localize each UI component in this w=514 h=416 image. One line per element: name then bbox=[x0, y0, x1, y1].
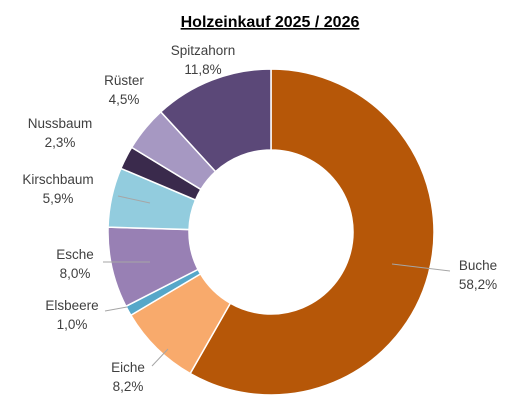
slice-value-label-elsbeere: 1,0% bbox=[57, 317, 88, 332]
slice-value-label-buche: 58,2% bbox=[459, 277, 497, 292]
slice-name-label-nussbaum: Nussbaum bbox=[28, 116, 93, 131]
slice-name-label-kirschbaum: Kirschbaum bbox=[22, 172, 93, 187]
slice-buche bbox=[189, 68, 435, 396]
leader-line-elsbeere bbox=[104, 306, 128, 312]
slice-value-label-kirschbaum: 5,9% bbox=[43, 191, 74, 206]
slice-spitzahorn bbox=[159, 68, 272, 173]
leader-line-eiche bbox=[151, 348, 169, 367]
slice-value-label-ruester: 4,5% bbox=[109, 92, 140, 107]
slice-name-label-spitzahorn: Spitzahorn bbox=[171, 43, 236, 58]
slice-name-label-esche: Esche bbox=[56, 247, 94, 262]
slice-value-label-spitzahorn: 11,8% bbox=[184, 62, 221, 77]
chart-title: Holzeinkauf 2025 / 2026 bbox=[181, 14, 360, 31]
slice-name-label-ruester: Rüster bbox=[104, 73, 144, 88]
slice-name-label-elsbeere: Elsbeere bbox=[45, 298, 98, 313]
slice-name-label-eiche: Eiche bbox=[111, 360, 145, 375]
slices-layer bbox=[107, 68, 435, 396]
slice-value-label-nussbaum: 2,3% bbox=[45, 135, 76, 150]
slice-value-label-eiche: 8,2% bbox=[113, 379, 144, 394]
leader-line-buche bbox=[391, 263, 451, 272]
slice-name-label-buche: Buche bbox=[459, 258, 497, 273]
leader-line-kirschbaum bbox=[117, 195, 151, 204]
slice-value-label-esche: 8,0% bbox=[60, 266, 91, 281]
leader-lines-layer bbox=[103, 195, 451, 367]
data-labels-layer: Buche 58,2% Eiche 8,2% Elsbeere 1,0% Esche 8,0%… bbox=[22, 43, 497, 394]
